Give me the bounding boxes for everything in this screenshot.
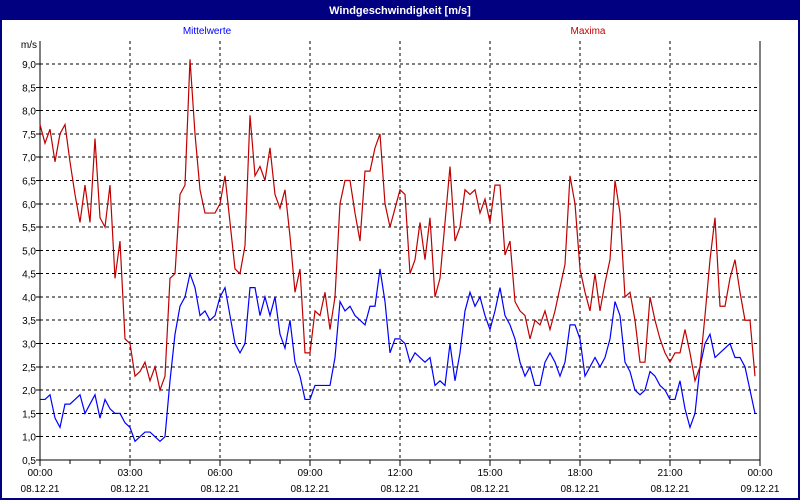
series-line-mittelwerte xyxy=(40,268,756,443)
x-tick-date-label: 08.12.21 xyxy=(561,484,600,495)
x-tick-time-label: 09:00 xyxy=(297,468,322,479)
y-tick-label: 2,5 xyxy=(22,363,36,374)
y-tick-label: 5,0 xyxy=(22,246,36,257)
window-title: Windgeschwindigkeit [m/s] xyxy=(2,2,798,20)
y-tick-label: 6,0 xyxy=(22,200,36,211)
x-tick-time-label: 21:00 xyxy=(657,468,682,479)
x-tick-date-label: 08.12.21 xyxy=(111,484,150,495)
x-tick-date-label: 08.12.21 xyxy=(381,484,420,495)
y-tick-label: 7,5 xyxy=(22,130,36,141)
legend-entry-mittelwerte: Mittelwerte xyxy=(183,26,232,37)
x-tick-time-label: 00:00 xyxy=(747,468,772,479)
x-tick-date-label: 08.12.21 xyxy=(201,484,240,495)
x-tick-date-label: 08.12.21 xyxy=(651,484,690,495)
x-tick-date-label: 08.12.21 xyxy=(291,484,330,495)
y-axis-unit-label: m/s xyxy=(21,40,37,51)
x-tick-time-label: 15:00 xyxy=(477,468,502,479)
y-tick-label: 0,5 xyxy=(22,456,36,467)
y-tick-label: 8,0 xyxy=(22,107,36,118)
y-tick-label: 3,0 xyxy=(22,340,36,351)
x-tick-date-label: 08.12.21 xyxy=(21,484,60,495)
y-tick-label: 1,5 xyxy=(22,409,36,420)
x-tick-time-label: 03:00 xyxy=(117,468,142,479)
legend-entry-maxima: Maxima xyxy=(570,26,605,37)
y-tick-label: 1,0 xyxy=(22,433,36,444)
x-tick-date-label: 08.12.21 xyxy=(471,484,510,495)
x-tick-time-label: 12:00 xyxy=(387,468,412,479)
x-tick-time-label: 06:00 xyxy=(207,468,232,479)
y-tick-label: 6,5 xyxy=(22,176,36,187)
y-tick-label: 9,0 xyxy=(22,60,36,71)
series-line-maxima xyxy=(39,59,756,393)
y-tick-label: 7,0 xyxy=(22,153,36,164)
y-tick-label: 4,5 xyxy=(22,270,36,281)
x-tick-date-label: 09.12.21 xyxy=(741,484,780,495)
y-tick-label: 8,5 xyxy=(22,83,36,94)
y-tick-label: 3,5 xyxy=(22,316,36,327)
x-tick-time-label: 00:00 xyxy=(27,468,52,479)
y-tick-label: 5,5 xyxy=(22,223,36,234)
x-tick-time-label: 18:00 xyxy=(567,468,592,479)
y-tick-label: 2,0 xyxy=(22,386,36,397)
y-tick-label: 4,0 xyxy=(22,293,36,304)
